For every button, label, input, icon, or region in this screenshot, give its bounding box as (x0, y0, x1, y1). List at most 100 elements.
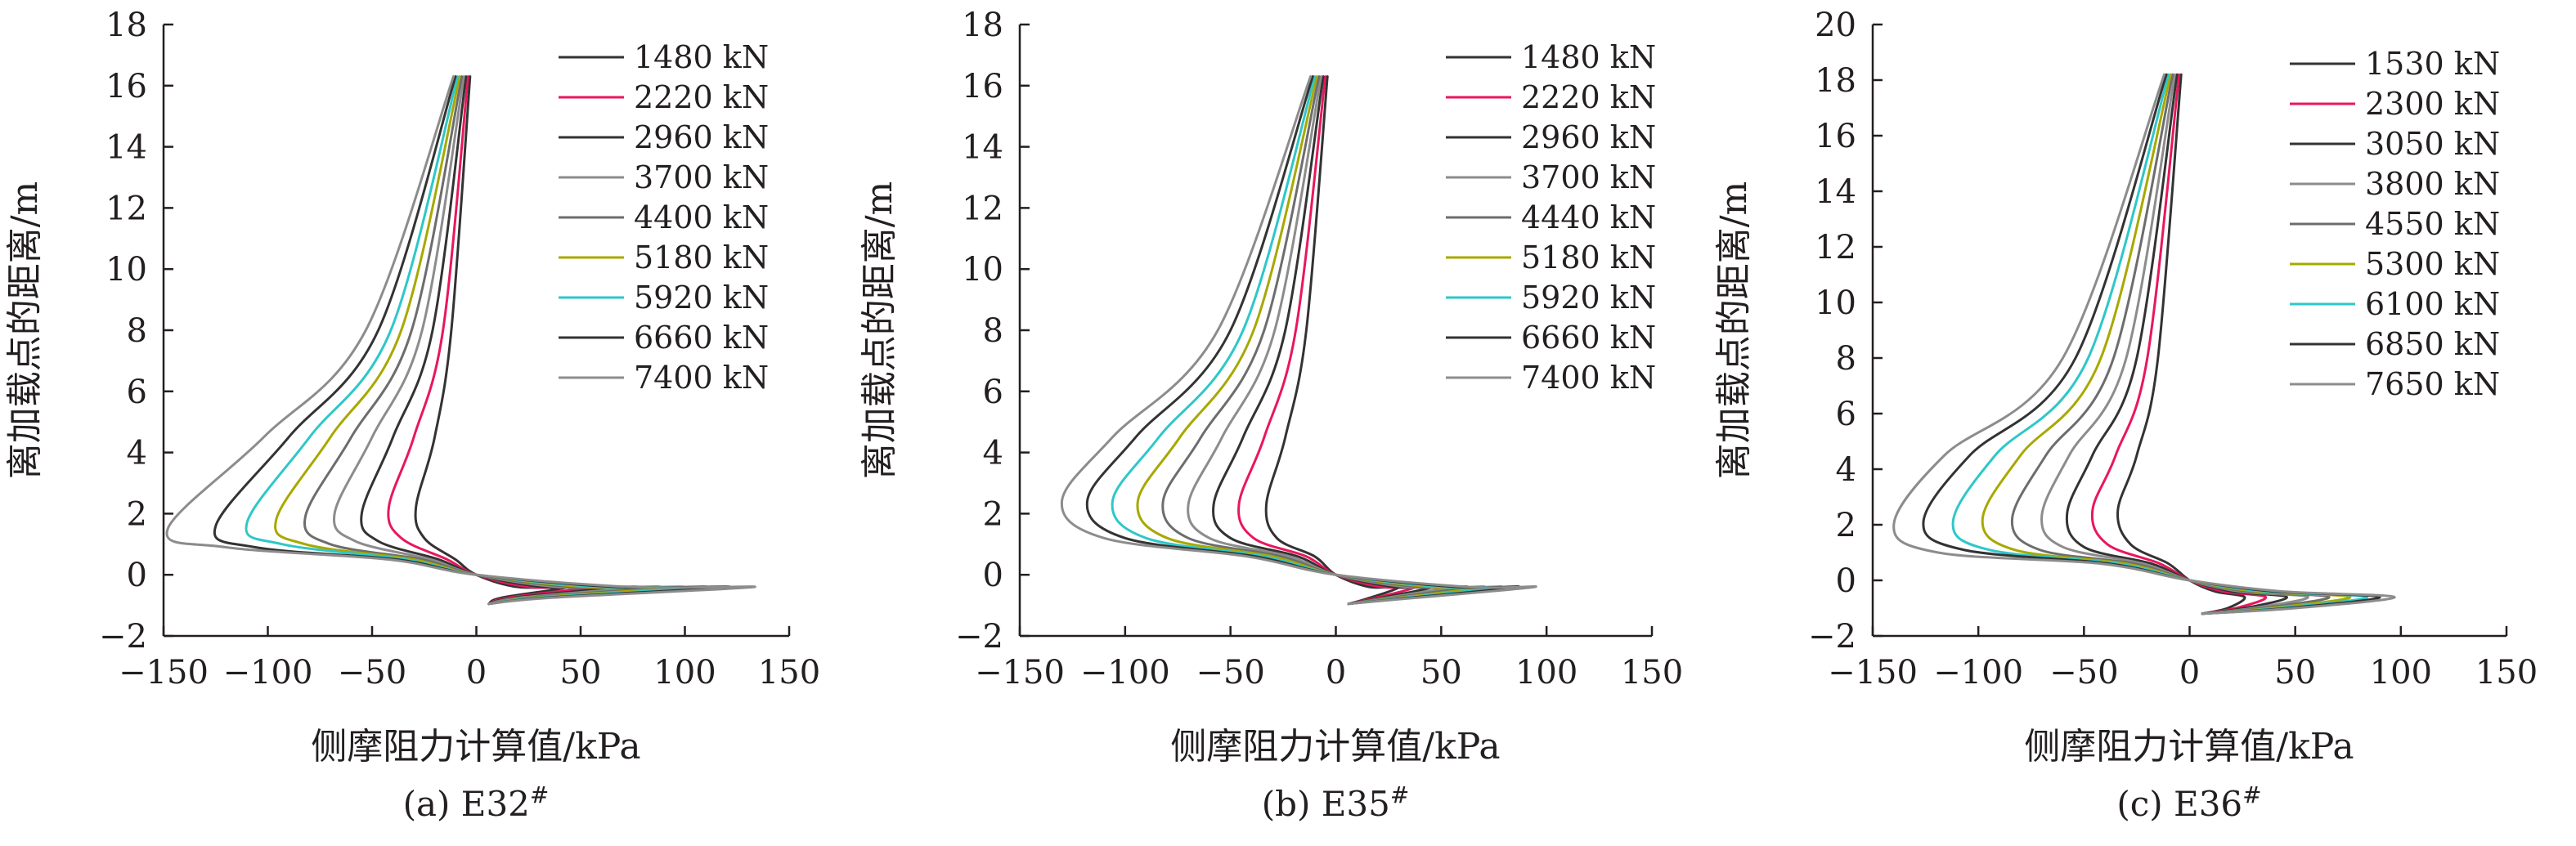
legend-label: 6660 kN (1521, 320, 1656, 356)
legend-label: 2220 kN (634, 79, 769, 115)
y-tick-label: 6 (1836, 396, 1856, 433)
x-tick-label: 0 (466, 654, 487, 692)
y-tick-label: 16 (105, 68, 147, 105)
y-tick-label: 12 (105, 190, 147, 227)
series-line (1212, 75, 1434, 606)
legend-label: 7650 kN (2365, 366, 2500, 402)
series-line (1922, 73, 2381, 615)
y-tick-label: 14 (962, 129, 1003, 167)
series-line (1161, 75, 1469, 606)
legend-label: 7400 kN (1521, 360, 1656, 396)
y-tick-label: 14 (105, 129, 147, 167)
y-tick-label: 0 (1836, 562, 1856, 600)
legend: 1480 kN 2220 kN 2960 kN 3700 kN 4400 kN 5180 … (559, 39, 769, 396)
y-tick-label: 18 (962, 7, 1003, 44)
y-axis-title: 离加载点的距离/m (859, 181, 900, 480)
legend-label: 5180 kN (634, 239, 769, 275)
y-tick-label: 0 (127, 557, 147, 594)
series-line (2010, 73, 2331, 615)
x-tick-label: 100 (1515, 654, 1577, 692)
legend-label: 1480 kN (1521, 39, 1656, 75)
y-tick-label: 10 (962, 251, 1003, 289)
legend-label: 4440 kN (1521, 199, 1656, 235)
x-tick-label: 50 (560, 654, 602, 692)
y-tick-label: 16 (1815, 118, 1856, 155)
y-tick-label: 0 (983, 557, 1003, 594)
series-line (360, 75, 616, 606)
y-tick-label: 4 (983, 435, 1003, 472)
x-tick-label: 0 (1326, 654, 1346, 692)
x-tick-label: −100 (1933, 654, 2023, 692)
series-line (2116, 73, 2246, 615)
x-tick-label: −50 (2049, 654, 2118, 692)
y-tick-label: 2 (1836, 507, 1856, 544)
legend-label: 7400 kN (634, 360, 769, 396)
legend-label: 5180 kN (1521, 239, 1656, 275)
legend-label: 2300 kN (2365, 86, 2500, 122)
series-line (303, 75, 662, 606)
legend-label: 1480 kN (634, 39, 769, 75)
y-axis-title: 离加载点的距离/m (1713, 181, 1755, 480)
x-axis-title: 侧摩阻力计算值/kPa (1170, 726, 1500, 768)
legend-label: 3050 kN (2365, 126, 2500, 162)
series-line (2040, 73, 2309, 615)
x-tick-label: −150 (119, 654, 209, 692)
y-tick-label: −2 (955, 618, 1003, 656)
x-axis-title: 侧摩阻力计算值/kPa (311, 726, 640, 768)
x-tick-label: 0 (2179, 654, 2200, 692)
x-tick-label: 50 (1420, 654, 1462, 692)
chart-panel-2: −2 0 2 4 6 8 10 12 14 16 18 −150 −100 −50 0 50 100 150 侧摩阻… (859, 7, 1683, 824)
y-tick-label: 4 (1836, 451, 1856, 489)
y-tick-label: 20 (1815, 7, 1856, 44)
x-tick-label: 150 (758, 654, 820, 692)
legend-label: 5300 kN (2365, 246, 2500, 282)
panel-caption: (a) E32# (403, 781, 550, 824)
y-tick-label: 2 (983, 495, 1003, 533)
legend: 1480 kN 2220 kN 2960 kN 3700 kN 4440 kN 5180 … (1446, 39, 1656, 396)
series-line (1187, 75, 1452, 606)
series-line (1136, 75, 1486, 606)
x-tick-label: 100 (653, 654, 716, 692)
y-tick-label: 8 (1836, 340, 1856, 378)
legend-label: 6850 kN (2365, 326, 2500, 362)
legend-label: 2220 kN (1521, 79, 1656, 115)
y-tick-label: 12 (962, 190, 1003, 227)
x-tick-label: −50 (338, 654, 406, 692)
legend-label: 3700 kN (634, 159, 769, 195)
series-line (274, 75, 685, 606)
legend-label: 2960 kN (634, 119, 769, 155)
y-tick-label: −2 (99, 618, 147, 656)
legend-label: 4400 kN (634, 199, 769, 235)
y-tick-label: 18 (1815, 62, 1856, 100)
x-tick-label: −150 (975, 654, 1065, 692)
y-tick-label: 10 (105, 251, 147, 289)
legend-label: 1530 kN (2365, 46, 2500, 82)
series-line (1264, 75, 1401, 606)
chart-panel-3: −2 0 2 4 6 8 10 12 14 16 18 20 −150 −100 −50 0 50 100 150 侧… (1713, 7, 2538, 824)
panel-caption: (b) E35# (1262, 781, 1410, 824)
y-axis-title: 离加载点的距离/m (4, 181, 46, 480)
y-tick-label: 8 (983, 312, 1003, 350)
legend-label: 4550 kN (2365, 206, 2500, 242)
y-tick-label: −2 (1808, 618, 1856, 656)
x-tick-label: 150 (1621, 654, 1683, 692)
y-tick-label: 12 (1815, 229, 1856, 266)
y-tick-label: 16 (962, 68, 1003, 105)
panel-caption: (c) E36# (2116, 781, 2261, 824)
legend: 1530 kN 2300 kN 3050 kN 3800 kN 4550 kN 5300 … (2290, 46, 2500, 402)
legend-label: 5920 kN (1521, 280, 1656, 316)
chart-panel-1: −2 0 2 4 6 8 10 12 14 16 18 −150 −100 −50 0 50 100 150 侧摩阻… (4, 7, 820, 824)
legend-label: 5920 kN (634, 280, 769, 316)
y-tick-label: 8 (127, 312, 147, 350)
series-line (165, 75, 756, 606)
legend-label: 3800 kN (2365, 166, 2500, 202)
y-tick-label: 4 (127, 435, 147, 472)
x-tick-label: 100 (2370, 654, 2432, 692)
series-line (1892, 73, 2396, 615)
y-tick-label: 2 (127, 495, 147, 533)
y-tick-label: 6 (127, 374, 147, 411)
legend-label: 2960 kN (1521, 119, 1656, 155)
x-tick-label: −150 (1828, 654, 1918, 692)
x-tick-label: −50 (1196, 654, 1264, 692)
